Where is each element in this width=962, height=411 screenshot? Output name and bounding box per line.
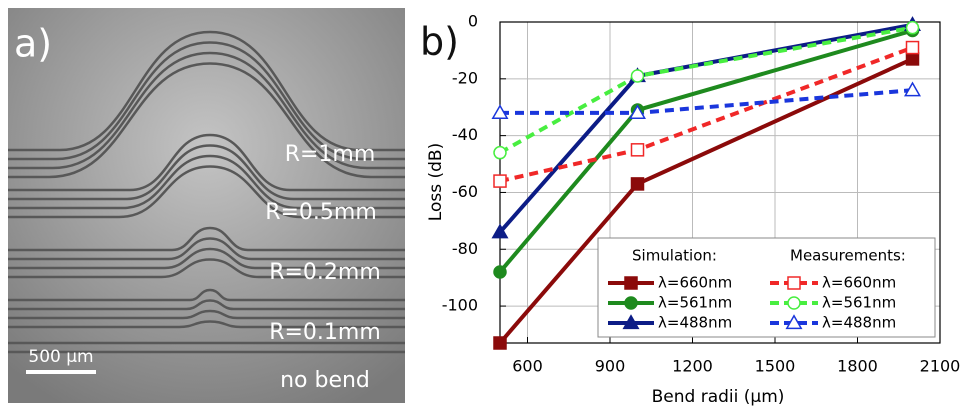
x-tick-label: 600 [512, 357, 543, 376]
marker [630, 143, 645, 157]
legend-label: λ=660nm [822, 274, 896, 292]
legend: Simulation: Measurements: λ=660nm λ=561nm λ=… [597, 237, 936, 338]
marker [624, 296, 638, 310]
micrograph-labels: R=1mm R=0.5mm R=0.2mm R=0.1mm no bend [265, 142, 381, 393]
y-tick-label: -80 [452, 239, 478, 258]
marker [905, 52, 920, 66]
marker [493, 336, 507, 350]
legend-label: λ=660nm [658, 274, 732, 292]
marker [491, 104, 509, 120]
series-line [500, 88, 913, 115]
marker [787, 296, 801, 310]
waveguide [8, 237, 405, 261]
marker [622, 314, 640, 330]
waveguide [8, 226, 405, 252]
marker [493, 145, 507, 160]
panel-label: a) [14, 22, 52, 66]
waveguide [8, 51, 405, 170]
marker [491, 223, 509, 239]
waveguide [8, 165, 405, 219]
waveguide [8, 247, 405, 270]
y-tick-label: -40 [452, 125, 478, 144]
waveguide [8, 62, 405, 179]
waveguides [8, 30, 405, 354]
marker [493, 265, 507, 279]
marker [624, 276, 638, 290]
marker [630, 69, 645, 83]
radius-label: no bend [280, 368, 370, 393]
marker [493, 174, 507, 188]
marker [904, 81, 921, 97]
waveguide [8, 133, 405, 192]
marker [629, 104, 646, 120]
micrograph [8, 8, 405, 403]
marker [905, 20, 920, 35]
x-tick-label: 900 [595, 357, 626, 376]
x-tick-label: 1500 [755, 357, 796, 376]
x-axis-label: Bend radii (µm) [652, 387, 785, 407]
waveguide [8, 320, 405, 329]
y-axis-label: Loss (dB) [426, 143, 446, 221]
legend-label: λ=488nm [658, 314, 732, 332]
y-tick-label: -100 [442, 296, 478, 315]
marker [785, 314, 803, 330]
x-tick-label: 1200 [672, 357, 713, 376]
x-tick-label: 2100 [920, 357, 961, 376]
marker [630, 177, 645, 191]
legend-title: Simulation: [632, 247, 717, 265]
waveguide [8, 41, 405, 161]
radius-label: R=0.1mm [269, 320, 381, 345]
legend-label: λ=561nm [658, 294, 732, 312]
waveguide [8, 309, 405, 320]
waveguide [8, 30, 405, 152]
scale-bar-label: 500 µm [28, 347, 93, 367]
legend-label: λ=488nm [822, 314, 896, 332]
legend-label: λ=561nm [822, 294, 896, 312]
panel-label: b) [420, 20, 459, 64]
x-tick-label: 1800 [837, 357, 878, 376]
waveguide [8, 154, 405, 210]
y-tick-label: 0 [468, 12, 478, 31]
marker [905, 40, 920, 55]
radius-label: R=1mm [285, 142, 376, 167]
y-tick-label: -20 [452, 68, 478, 87]
legend-title: Measurements: [790, 247, 906, 265]
waveguide [8, 299, 405, 311]
waveguide [8, 144, 405, 201]
y-tick-label: -60 [452, 182, 478, 201]
radius-label: R=0.2mm [269, 260, 381, 285]
marker [787, 276, 801, 290]
waveguide [8, 258, 405, 279]
legend-box [597, 237, 936, 338]
waveguide [8, 288, 405, 302]
radius-label: R=0.5mm [265, 200, 377, 225]
